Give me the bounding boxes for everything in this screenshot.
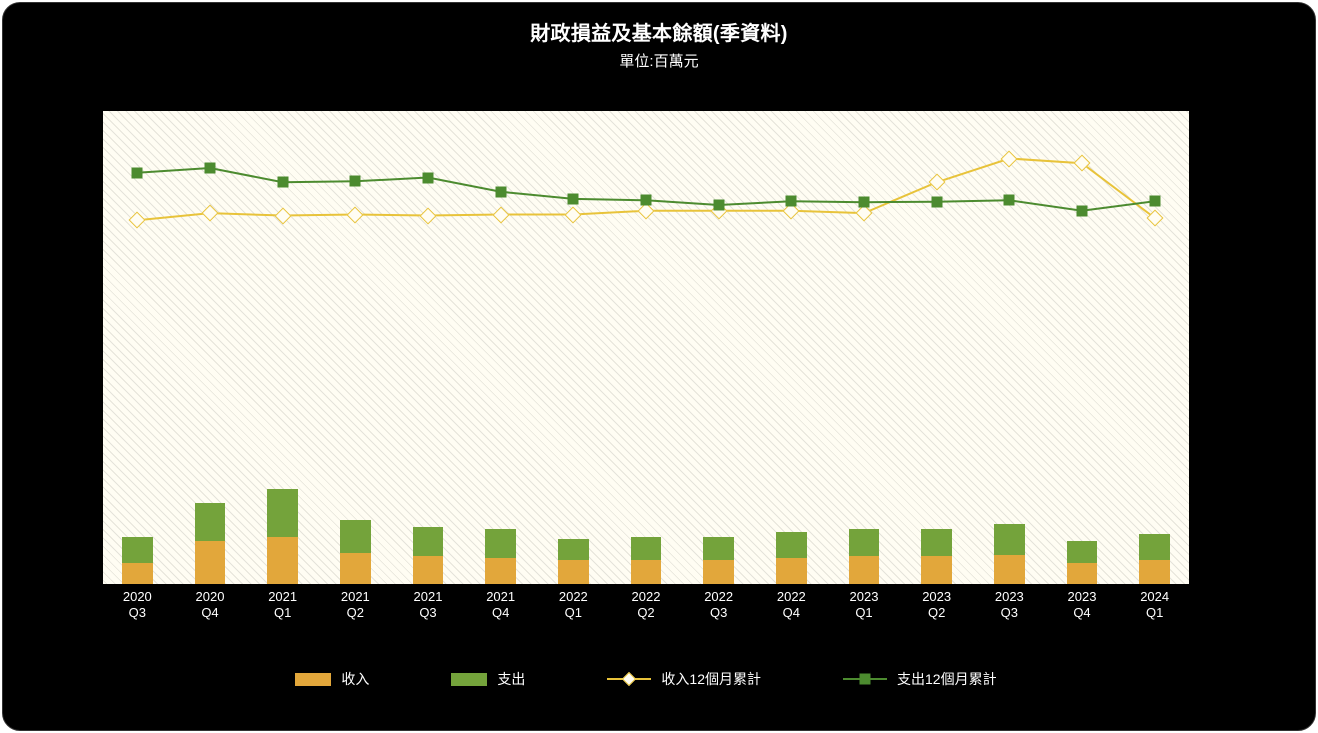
x-tick-label: 2020Q4 [196, 589, 225, 622]
bar-segment-rev [703, 560, 734, 584]
x-tick-label: 2022Q1 [559, 589, 588, 622]
legend-item-exp12: 支出12個月累計 [843, 669, 997, 689]
bar-segment-rev [994, 555, 1025, 584]
bar-group [703, 537, 734, 585]
bar-segment-rev [267, 537, 298, 585]
chart-card: 財政損益及基本餘額(季資料) 單位:百萬元 020,00040,00060,00… [2, 2, 1316, 731]
chart-title-block: 財政損益及基本餘額(季資料) 單位:百萬元 [3, 17, 1315, 71]
marker-exp12 [642, 196, 651, 205]
bar-segment-rev [558, 560, 589, 584]
legend: 收入 支出 收入12個月累計 支出12個月累計 [101, 649, 1191, 709]
bar-group [994, 524, 1025, 584]
bar-segment-rev [776, 558, 807, 584]
bar-group [558, 539, 589, 584]
bar-segment-exp [122, 537, 153, 563]
chart-title: 財政損益及基本餘額(季資料) [3, 17, 1315, 46]
bar-segment-rev [413, 556, 444, 585]
bar-segment-rev [1067, 563, 1098, 584]
bar-group [631, 537, 662, 585]
bar-segment-exp [849, 529, 880, 555]
bar-group [1067, 541, 1098, 584]
bar-segment-exp [703, 537, 734, 561]
x-tick-label: 2022Q4 [777, 589, 806, 622]
line-layer [101, 111, 1191, 586]
bar-segment-exp [340, 520, 371, 553]
bar-segment-rev [485, 558, 516, 584]
legend-item-rev: 收入 [295, 669, 369, 689]
bar-group [122, 537, 153, 585]
bar-segment-rev [849, 556, 880, 585]
legend-swatch [451, 673, 487, 686]
bar-segment-exp [485, 529, 516, 558]
bar-segment-exp [994, 524, 1025, 555]
marker-exp12 [424, 173, 433, 182]
bar-segment-exp [631, 537, 662, 561]
x-tick-label: 2023Q4 [1068, 589, 1097, 622]
bar-segment-rev [631, 560, 662, 584]
marker-exp12 [569, 194, 578, 203]
marker-exp12 [860, 198, 869, 207]
legend-label: 收入12個月累計 [661, 669, 761, 689]
x-tick-label: 2021Q1 [268, 589, 297, 622]
marker-exp12 [1078, 206, 1087, 215]
marker-exp12 [787, 197, 796, 206]
x-tick-label: 2022Q2 [632, 589, 661, 622]
bar-segment-exp [921, 529, 952, 555]
bar-segment-rev [340, 553, 371, 584]
x-tick-label: 2023Q1 [850, 589, 879, 622]
marker-exp12 [932, 197, 941, 206]
bar-group [849, 529, 880, 584]
x-tick-label: 2021Q2 [341, 589, 370, 622]
marker-exp12 [1150, 197, 1159, 206]
x-tick-label: 2020Q3 [123, 589, 152, 622]
x-tick-label: 2022Q3 [704, 589, 733, 622]
bar-segment-exp [195, 503, 226, 541]
bar-segment-rev [1139, 560, 1170, 584]
bar-segment-rev [195, 541, 226, 584]
marker-exp12 [206, 164, 215, 173]
x-tick-label: 2023Q2 [922, 589, 951, 622]
plot-area: 020,00040,00060,00080,000100,000 [101, 111, 1191, 586]
chart-subtitle: 單位:百萬元 [3, 50, 1315, 71]
bar-group [413, 527, 444, 584]
marker-exp12 [496, 187, 505, 196]
legend-label: 支出12個月累計 [897, 669, 997, 689]
bar-segment-exp [776, 532, 807, 558]
legend-swatch [607, 672, 651, 686]
bar-segment-exp [267, 489, 298, 537]
x-axis-labels: 2020Q3 2020Q4 2021Q1 2021Q2 2021Q3 2021Q4 2022… [101, 589, 1191, 633]
bar-segment-exp [558, 539, 589, 560]
bar-group [195, 503, 226, 584]
x-tick-label: 2021Q4 [486, 589, 515, 622]
marker-exp12 [714, 201, 723, 210]
x-tick-label: 2023Q3 [995, 589, 1024, 622]
bar-group [1139, 534, 1170, 584]
bar-segment-rev [921, 556, 952, 585]
legend-item-rev12: 收入12個月累計 [607, 669, 761, 689]
marker-exp12 [133, 168, 142, 177]
marker-exp12 [1005, 196, 1014, 205]
legend-label: 收入 [341, 669, 369, 689]
bar-group [921, 529, 952, 584]
bar-segment-exp [1139, 534, 1170, 560]
x-tick-label: 2021Q3 [414, 589, 443, 622]
legend-swatch [843, 672, 887, 686]
bar-group [776, 532, 807, 584]
bar-group [340, 520, 371, 584]
legend-label: 支出 [497, 669, 525, 689]
x-tick-label: 2024Q1 [1140, 589, 1169, 622]
marker-exp12 [351, 177, 360, 186]
bar-segment-exp [1067, 541, 1098, 562]
bar-group [485, 529, 516, 584]
bar-segment-exp [413, 527, 444, 556]
legend-item-exp: 支出 [451, 669, 525, 689]
bar-segment-rev [122, 563, 153, 584]
bar-group [267, 489, 298, 584]
legend-swatch [295, 673, 331, 686]
marker-exp12 [278, 178, 287, 187]
